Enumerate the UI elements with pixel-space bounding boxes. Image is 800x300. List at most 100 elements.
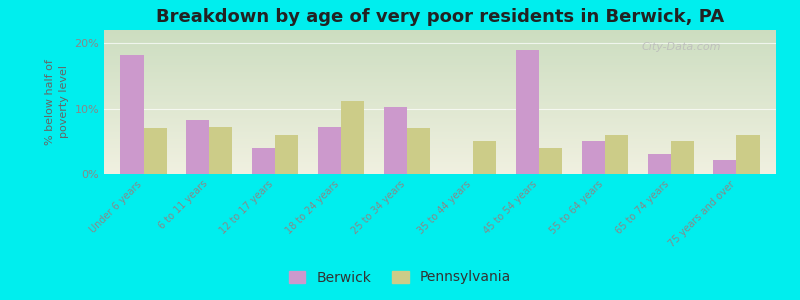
Bar xyxy=(104,147,776,148)
Bar xyxy=(104,83,776,85)
Bar xyxy=(104,96,776,98)
Bar xyxy=(104,75,776,76)
Bar xyxy=(104,36,776,37)
Bar xyxy=(104,34,776,36)
Legend: Berwick, Pennsylvania: Berwick, Pennsylvania xyxy=(283,265,517,290)
Bar xyxy=(104,47,776,49)
Text: City-Data.com: City-Data.com xyxy=(642,42,721,52)
Bar xyxy=(104,148,776,149)
Bar xyxy=(104,115,776,116)
Bar xyxy=(104,121,776,122)
Bar xyxy=(104,135,776,136)
Bar xyxy=(104,85,776,86)
Bar xyxy=(647,154,670,174)
Bar xyxy=(104,86,776,88)
Bar xyxy=(104,30,776,31)
Title: Breakdown by age of very poor residents in Berwick, PA: Breakdown by age of very poor residents … xyxy=(156,8,724,26)
Bar xyxy=(104,63,776,64)
Bar xyxy=(104,39,776,40)
Bar xyxy=(104,99,776,100)
Bar xyxy=(104,167,776,168)
Bar xyxy=(104,160,776,161)
Bar xyxy=(104,127,776,128)
Bar xyxy=(104,41,776,43)
Bar xyxy=(104,108,776,109)
Bar xyxy=(104,103,776,105)
Bar xyxy=(104,164,776,165)
Bar xyxy=(104,140,776,141)
Bar xyxy=(104,157,776,158)
Bar xyxy=(516,50,539,174)
Bar xyxy=(737,135,759,174)
Bar xyxy=(104,82,776,83)
Bar xyxy=(104,136,776,138)
Bar xyxy=(104,59,776,60)
Bar xyxy=(104,95,776,96)
Bar xyxy=(104,69,776,70)
Bar xyxy=(104,144,776,145)
Bar xyxy=(104,50,776,52)
Bar xyxy=(714,160,737,174)
Bar xyxy=(104,32,776,33)
Bar xyxy=(104,165,776,167)
Bar xyxy=(275,135,298,174)
Bar xyxy=(104,56,776,57)
Bar xyxy=(104,64,776,66)
Bar xyxy=(473,141,496,174)
Bar xyxy=(104,109,776,111)
Bar xyxy=(104,158,776,160)
Bar xyxy=(104,111,776,112)
Bar xyxy=(384,107,407,174)
Bar xyxy=(121,55,143,174)
Bar xyxy=(210,127,233,174)
Bar xyxy=(104,128,776,129)
Bar xyxy=(104,161,776,163)
Bar xyxy=(582,141,605,174)
Bar xyxy=(104,70,776,72)
Bar xyxy=(104,168,776,170)
Bar xyxy=(104,102,776,104)
Bar xyxy=(104,122,776,124)
Bar xyxy=(104,138,776,140)
Bar xyxy=(104,170,776,171)
Bar xyxy=(104,93,776,95)
Bar xyxy=(104,57,776,59)
Bar xyxy=(104,46,776,47)
Bar xyxy=(104,131,776,132)
Bar xyxy=(104,91,776,92)
Bar xyxy=(104,73,776,75)
Bar xyxy=(104,151,776,152)
Bar xyxy=(407,128,430,174)
Bar xyxy=(143,128,166,174)
Bar xyxy=(104,40,776,41)
Bar xyxy=(104,105,776,106)
Bar xyxy=(104,171,776,172)
Bar xyxy=(104,80,776,82)
Bar xyxy=(104,76,776,77)
Bar xyxy=(605,135,628,174)
Bar xyxy=(104,88,776,89)
Bar xyxy=(104,55,776,56)
Bar xyxy=(104,113,776,115)
Bar xyxy=(104,98,776,99)
Bar xyxy=(104,149,776,151)
Y-axis label: % below half of
poverty level: % below half of poverty level xyxy=(45,59,69,145)
Bar xyxy=(104,152,776,154)
Bar xyxy=(104,116,776,118)
Bar xyxy=(104,37,776,39)
Bar xyxy=(104,77,776,79)
Bar xyxy=(104,60,776,62)
Bar xyxy=(104,52,776,53)
Bar xyxy=(104,66,776,68)
Bar xyxy=(186,120,210,174)
Bar xyxy=(104,33,776,34)
Bar xyxy=(104,49,776,50)
Bar xyxy=(104,134,776,135)
Bar xyxy=(104,106,776,108)
Bar xyxy=(104,163,776,164)
Bar xyxy=(104,141,776,142)
Bar xyxy=(104,154,776,155)
Bar xyxy=(104,62,776,63)
Bar xyxy=(318,127,341,174)
Bar xyxy=(104,118,776,119)
